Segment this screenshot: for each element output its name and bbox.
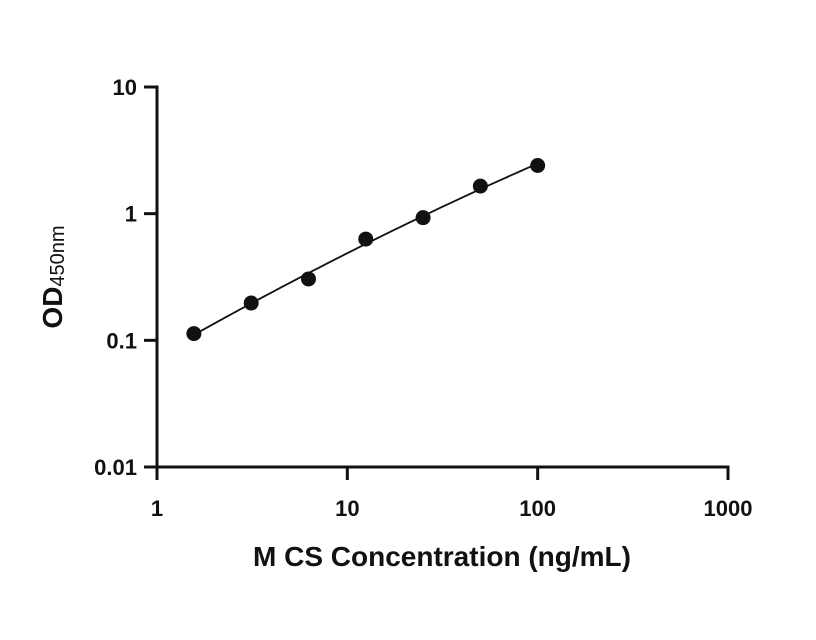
y-axis-title-subscript: 450nm bbox=[47, 225, 69, 286]
y-tick-label: 1 bbox=[125, 202, 137, 227]
x-tick-label: 10 bbox=[335, 496, 359, 521]
y-axis-title: OD450nm bbox=[37, 225, 69, 328]
x-axis: 1 10 100 1000 bbox=[151, 465, 753, 521]
x-axis-title: M CS Concentration (ng/mL) bbox=[253, 541, 631, 572]
data-points bbox=[186, 158, 546, 342]
data-point bbox=[472, 178, 488, 194]
x-tick-label: 1000 bbox=[704, 496, 753, 521]
y-tick-label: 0.1 bbox=[106, 328, 137, 353]
y-axis-title-main: OD bbox=[37, 287, 68, 329]
y-axis: 0.01 0.1 1 10 bbox=[94, 75, 159, 480]
data-point bbox=[358, 231, 374, 247]
x-tick-label: 100 bbox=[519, 496, 556, 521]
data-point bbox=[243, 295, 259, 311]
data-point bbox=[300, 271, 316, 287]
y-tick-label: 0.01 bbox=[94, 455, 137, 480]
y-tick-label: 10 bbox=[113, 75, 137, 100]
data-point bbox=[186, 326, 202, 342]
data-point bbox=[415, 210, 431, 226]
x-tick-label: 1 bbox=[151, 496, 163, 521]
data-point bbox=[530, 158, 546, 174]
